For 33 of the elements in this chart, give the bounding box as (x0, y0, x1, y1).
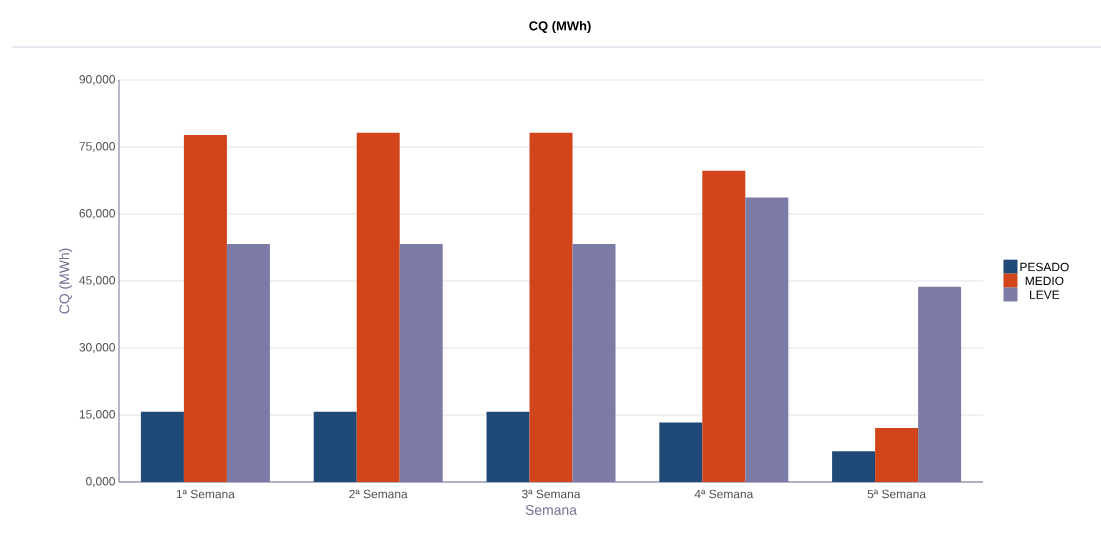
y-tick-label: 45,000 (79, 276, 116, 286)
bar (356, 132, 400, 482)
x-tick-label: 5ª Semana (867, 489, 927, 499)
bar (140, 411, 184, 482)
bar (918, 286, 962, 482)
y-tick-label: 30,000 (79, 343, 116, 353)
bar (313, 411, 357, 482)
x-tick-label: 2ª Semana (349, 489, 408, 499)
bar (572, 243, 616, 482)
bar (832, 451, 876, 482)
bar (659, 422, 703, 482)
y-axis-title: CQ (MWh) (59, 248, 73, 314)
y-tick-label: 90,000 (79, 75, 116, 85)
y-tick-label: 0,000 (86, 477, 116, 487)
legend-label: PESADO (1020, 262, 1069, 272)
chart-title: CQ (MWh) (529, 20, 591, 34)
x-tick-label: 3ª Semana (522, 489, 581, 499)
legend-label: MEDIO (1025, 276, 1064, 286)
bar (486, 411, 530, 482)
legend-label: LEVE (1030, 290, 1060, 299)
bar (226, 243, 270, 482)
x-tick-label: 4ª Semana (694, 489, 754, 499)
bar (875, 427, 919, 482)
y-tick-label: 60,000 (79, 209, 116, 219)
x-axis-title: Semana (525, 505, 577, 515)
bar (702, 170, 746, 482)
bar (183, 134, 227, 482)
y-tick-label: 75,000 (79, 142, 116, 152)
x-tick-label: 1ª Semana (176, 489, 235, 499)
bar (745, 197, 789, 482)
bar (399, 243, 443, 482)
bar (529, 132, 573, 482)
y-tick-label: 15,000 (79, 410, 116, 420)
